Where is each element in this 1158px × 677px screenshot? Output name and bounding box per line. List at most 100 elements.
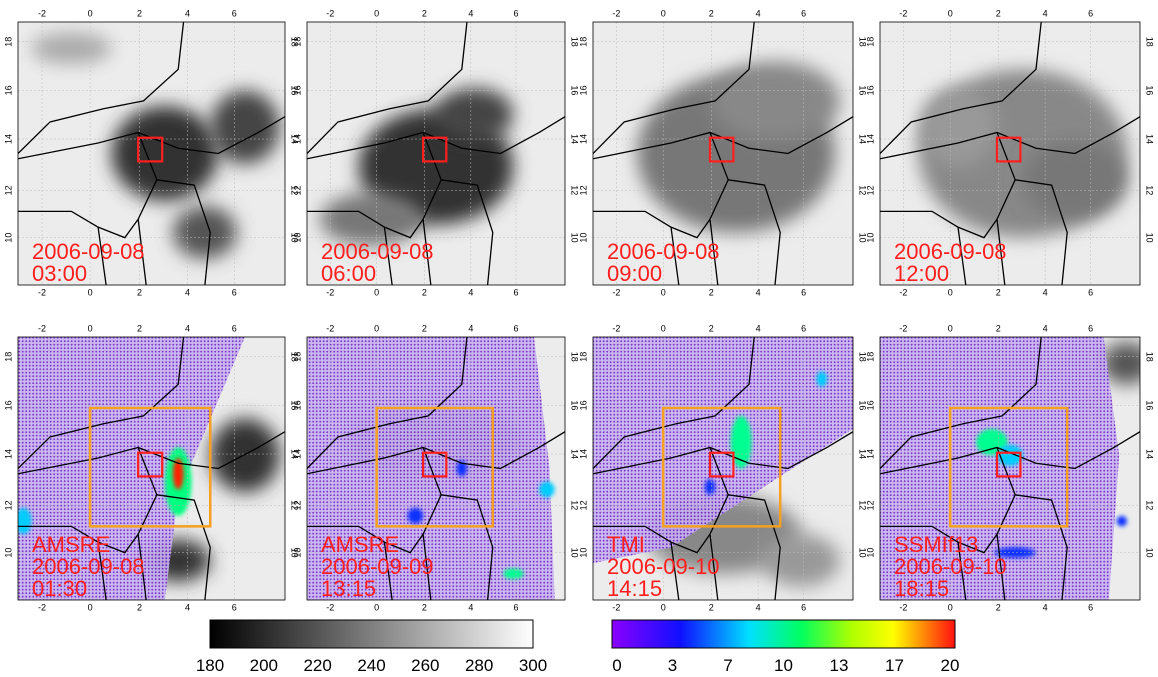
colorbar-tick-label: 240 <box>357 656 385 675</box>
lat-tick-label: 14 <box>1145 134 1155 144</box>
lon-tick-label: 6 <box>1088 602 1093 612</box>
colorbar-tick-label: 7 <box>723 656 732 675</box>
lat-tick-label: 10 <box>292 233 302 243</box>
lon-tick-label: -2 <box>612 323 620 333</box>
lon-tick-label: 4 <box>1043 8 1048 18</box>
colorbar-tick-label: 13 <box>830 656 849 675</box>
map-panel: -2-20022446610101212141416161818AMSRE200… <box>3 323 299 612</box>
lat-tick-label: 18 <box>292 37 302 47</box>
lon-tick-label: -2 <box>326 602 334 612</box>
lon-tick-label: -2 <box>899 602 907 612</box>
cloud <box>31 33 111 65</box>
lon-tick-label: 0 <box>661 8 666 18</box>
lat-tick-label: 18 <box>578 37 588 47</box>
lon-tick-label: 4 <box>756 8 761 18</box>
rain-colorbar <box>612 620 955 648</box>
lat-tick-label: 18 <box>1145 37 1155 47</box>
lat-tick-label: 18 <box>292 352 302 362</box>
panel-label: 14:15 <box>607 576 662 601</box>
cloud <box>210 90 279 164</box>
colorbar-tick-label: 10 <box>774 656 793 675</box>
lon-tick-label: 0 <box>661 287 666 297</box>
panel-label: 06:00 <box>321 261 376 286</box>
lat-tick-label: 14 <box>578 134 588 144</box>
rain-cell <box>1117 516 1127 527</box>
lon-tick-label: 0 <box>948 8 953 18</box>
colorbar-tick-label: 0 <box>612 656 621 675</box>
lat-tick-label: 12 <box>3 500 13 510</box>
lat-tick-label: 18 <box>3 352 13 362</box>
panel-label: 13:15 <box>321 576 376 601</box>
lon-tick-label: 6 <box>1088 287 1093 297</box>
lat-tick-label: 12 <box>578 500 588 510</box>
lon-tick-label: 6 <box>232 8 237 18</box>
lat-tick-label: 16 <box>3 85 13 95</box>
map-panel: -2-200224466101012121414161618182006-09-… <box>865 8 1154 297</box>
lon-tick-label: 2 <box>996 323 1001 333</box>
rain-cell <box>705 479 715 495</box>
lon-tick-label: -2 <box>38 602 46 612</box>
lon-tick-label: 4 <box>1043 287 1048 297</box>
lon-tick-label: 4 <box>1043 323 1048 333</box>
lon-tick-label: 2 <box>709 602 714 612</box>
lon-tick-label: 2 <box>422 8 427 18</box>
map-panel: -2-200224466101012121414161618182006-09-… <box>3 8 299 297</box>
panel-label: 09:00 <box>607 261 662 286</box>
figure: -2-200224466101012121414161618182006-09-… <box>0 0 1158 677</box>
cloud <box>762 534 840 587</box>
lon-tick-label: 0 <box>88 323 93 333</box>
lat-tick-label: 12 <box>865 185 875 195</box>
lon-tick-label: 0 <box>88 8 93 18</box>
lon-tick-label: 4 <box>756 323 761 333</box>
lat-tick-label: 18 <box>578 352 588 362</box>
lon-tick-label: 0 <box>948 602 953 612</box>
lat-tick-label: 18 <box>3 37 13 47</box>
lat-tick-label: 16 <box>1145 400 1155 410</box>
lon-tick-label: 4 <box>185 287 190 297</box>
lon-tick-label: -2 <box>326 323 334 333</box>
lon-tick-label: 0 <box>374 287 379 297</box>
lat-tick-label: 16 <box>578 85 588 95</box>
lat-tick-label: 18 <box>865 37 875 47</box>
lat-tick-label: 18 <box>1145 352 1155 362</box>
lat-tick-label: 10 <box>292 548 302 558</box>
rain-cell <box>539 482 554 498</box>
lat-tick-label: 12 <box>865 500 875 510</box>
lon-tick-label: -2 <box>326 287 334 297</box>
cloud <box>710 61 840 140</box>
lon-tick-label: 4 <box>185 8 190 18</box>
rain-cell <box>997 445 1023 466</box>
lat-tick-label: 14 <box>865 134 875 144</box>
lon-tick-label: 0 <box>88 287 93 297</box>
lat-tick-label: 10 <box>3 548 13 558</box>
colorbar-tick-label: 180 <box>196 656 224 675</box>
lon-tick-label: 2 <box>996 287 1001 297</box>
lon-tick-label: 4 <box>468 287 473 297</box>
lat-tick-label: 16 <box>1145 85 1155 95</box>
lon-tick-label: 2 <box>709 8 714 18</box>
colorbar-tick-label: 300 <box>519 656 547 675</box>
lon-tick-label: 2 <box>996 602 1001 612</box>
lon-tick-label: 0 <box>374 602 379 612</box>
lon-tick-label: 6 <box>232 287 237 297</box>
lon-tick-label: 6 <box>513 287 518 297</box>
lon-tick-label: 2 <box>422 602 427 612</box>
lon-tick-label: 6 <box>513 602 518 612</box>
lon-tick-label: 2 <box>709 323 714 333</box>
map-panel: -2-200224466101012121414161618182006-09-… <box>292 8 579 297</box>
rain-cell <box>503 568 524 579</box>
lon-tick-label: 0 <box>948 323 953 333</box>
panel-label: 18:15 <box>894 576 949 601</box>
lat-tick-label: 14 <box>292 134 302 144</box>
lon-tick-label: 4 <box>756 287 761 297</box>
colorbar-tick-label: 200 <box>250 656 278 675</box>
lat-tick-label: 16 <box>865 400 875 410</box>
lon-tick-label: -2 <box>326 8 334 18</box>
lon-tick-label: 6 <box>1088 8 1093 18</box>
lon-tick-label: 4 <box>1043 602 1048 612</box>
lon-tick-label: 4 <box>468 8 473 18</box>
lon-tick-label: -2 <box>612 287 620 297</box>
lon-tick-label: 0 <box>374 323 379 333</box>
colorbar-tick-label: 3 <box>668 656 677 675</box>
